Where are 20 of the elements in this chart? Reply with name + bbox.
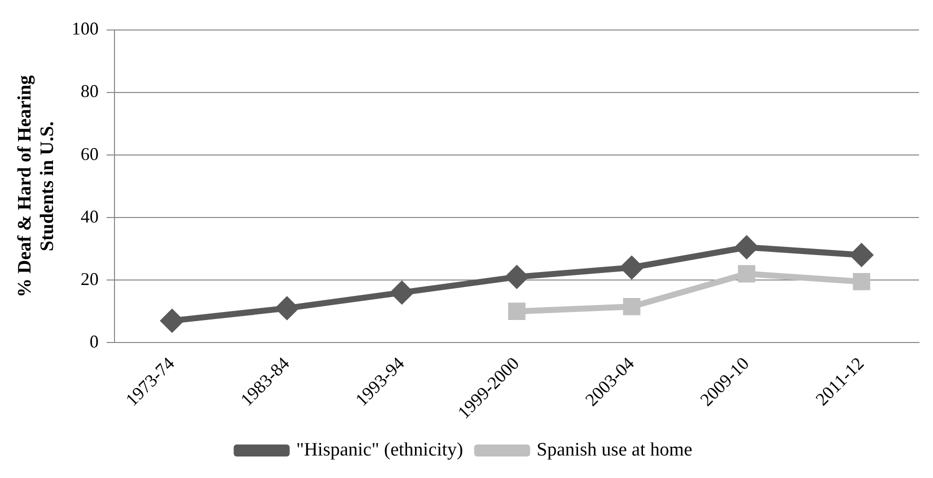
point: [850, 244, 873, 266]
point: [276, 297, 298, 320]
point: [390, 282, 413, 304]
y-tick-label: 40: [80, 206, 99, 226]
y-tick-label: 0: [90, 331, 99, 352]
legend-label: Spanish use at home: [536, 439, 692, 460]
point: [623, 298, 640, 316]
point: [161, 310, 184, 332]
point: [736, 236, 758, 258]
point: [852, 272, 870, 290]
y-tick-label: 80: [80, 81, 99, 102]
y-tick-label: 60: [80, 144, 99, 164]
legend-label: "Hispanic" (ethnicity): [296, 439, 464, 460]
point: [508, 302, 526, 320]
point: [620, 256, 643, 279]
point: [506, 266, 528, 288]
y-tick-label: 100: [72, 18, 99, 39]
y-tick-label: 20: [80, 268, 99, 289]
y-axis-title: % Deaf & Hard of Hearing Students in U.S.: [14, 74, 58, 298]
point: [738, 265, 756, 282]
